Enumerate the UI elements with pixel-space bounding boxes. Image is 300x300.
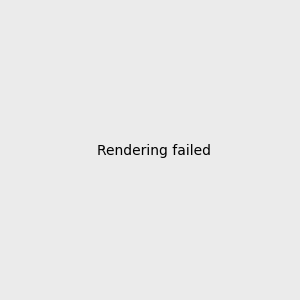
Text: Rendering failed: Rendering failed: [97, 145, 211, 158]
